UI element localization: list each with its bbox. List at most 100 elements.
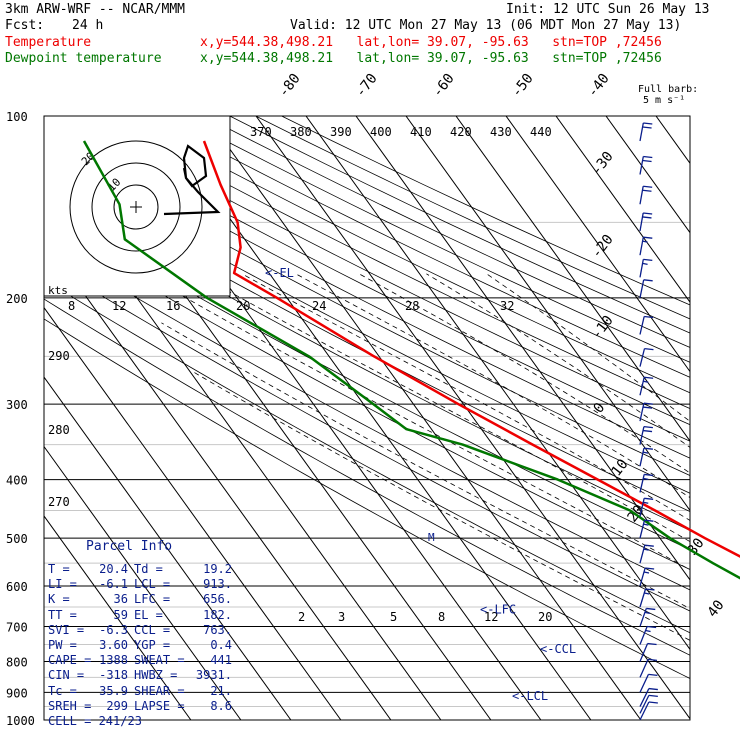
barb-flag: [642, 159, 652, 163]
barb-staff: [639, 498, 645, 517]
parcel-key: CAPE =: [48, 653, 92, 668]
barb-half-flag: [642, 451, 649, 454]
parcel-key: LI =: [48, 577, 77, 592]
barb-flag: [643, 425, 653, 429]
level-marker-label: <-EL: [265, 266, 294, 280]
barb-staff: [639, 701, 650, 721]
barb-staff: [639, 545, 646, 564]
theta-label: 290: [48, 349, 70, 363]
barb-flag: [646, 607, 656, 611]
dry-adiabat: [44, 242, 690, 591]
isotherm-line: [44, 237, 392, 720]
parcel-key: SHEAR =: [134, 683, 185, 698]
isotherm-label: -40: [585, 71, 613, 101]
barb-staff: [639, 122, 644, 142]
barb-half-flag: [643, 380, 649, 383]
barb-staff: [639, 279, 645, 298]
wind-barb: [639, 402, 653, 422]
barb-flag: [643, 402, 653, 405]
barb-flag: [642, 429, 653, 433]
moist-adiabat: [192, 371, 690, 641]
parcel-value: 656.: [203, 592, 232, 607]
parcel-row: TT = 59 EL = 182.: [48, 608, 232, 622]
wind-barb: [639, 673, 658, 693]
isotherm-label: 40: [705, 597, 728, 620]
moist-adiabat: [358, 273, 690, 474]
barb-flag: [644, 315, 654, 319]
barb-flag: [642, 189, 652, 192]
temperature-profile: [202, 140, 740, 558]
pressure-label: 400: [6, 474, 28, 488]
barb-flag: [644, 376, 654, 379]
parcel-value: 36: [113, 592, 128, 607]
pressure-label: 900: [6, 686, 28, 700]
wind-barbs: [639, 122, 658, 721]
parcel-row: SREH = 299 LAPSE = 8.6: [48, 699, 232, 713]
moist-adiabat: [197, 273, 690, 543]
dry-adiabat: [44, 260, 690, 612]
hodograph-trace: [163, 144, 221, 216]
model-title: 3km ARW-WRF -- NCAR/MMM: [5, 2, 186, 17]
dry-adiabat: [44, 158, 690, 494]
barb-staff: [639, 402, 645, 422]
init-time: Init: 12 UTC Sun 26 May 13: [506, 2, 710, 17]
mixing-ratio-label: 5: [390, 610, 397, 624]
wind-barb: [639, 347, 654, 367]
dry-adiabat: [203, 116, 690, 348]
isotherm-label: -50: [509, 71, 537, 101]
isotherm-label: -80: [276, 71, 304, 101]
wind-barb: [639, 258, 653, 278]
wind-barb: [639, 447, 653, 467]
dry-adiabat: [44, 127, 690, 459]
isotherm-line: [255, 116, 690, 720]
dry-adiabat: [44, 318, 690, 679]
hodograph-ring: [113, 184, 159, 230]
barb-staff: [639, 688, 650, 707]
barb-staff: [639, 674, 650, 693]
wind-barb: [639, 544, 654, 564]
parcel-value: -6.3: [99, 622, 128, 637]
parcel-key: Td =: [134, 562, 163, 576]
pressure-label: 600: [6, 580, 28, 594]
parcel-row: PW = 3.60 YGP = 0.4: [48, 638, 232, 652]
mixing-ratio-label: 20: [538, 610, 552, 624]
barb-flag: [645, 588, 655, 591]
parcel-key: CCL =: [134, 622, 171, 637]
barb-legend-line2: 5 m s⁻¹: [643, 95, 686, 106]
wind-barb: [639, 315, 654, 335]
parcel-row: T = 20.4 Td = 19.2: [48, 562, 232, 576]
hodograph-ring: [69, 140, 203, 274]
isotherm-line: [44, 376, 292, 720]
parcel-row: Tc = 35.9 SHEAR = 21.: [48, 684, 232, 698]
parcel-cell-row: CELL = 241/23: [48, 714, 142, 728]
theta-label: 440: [530, 125, 552, 139]
barb-flag: [648, 673, 658, 677]
wind-barb: [639, 497, 654, 517]
barb-flag: [644, 347, 654, 351]
barb-flag: [643, 155, 653, 159]
parcel-key: LCL =: [134, 577, 171, 592]
isotherm-line: [355, 116, 690, 581]
moist-adiabat: [426, 273, 690, 448]
level-marker-label: <-LCL: [512, 689, 548, 703]
skewt-profiles: <-EL <-LFC <-CCL <-LCL M: [82, 140, 740, 703]
parcel-key: LAPSE =: [134, 698, 185, 713]
barb-staff: [639, 448, 645, 467]
barb-flag: [643, 185, 653, 188]
hodograph-ring-label: 12: [112, 299, 126, 313]
parcel-key: T =: [48, 562, 70, 576]
isotherm-label: -60: [430, 71, 458, 101]
barb-half-flag: [645, 629, 651, 633]
parcel-value: 763.: [203, 622, 232, 637]
temperature-location: x,y=544.38,498.21 lat,lon= 39.07, -95.63…: [200, 35, 662, 50]
wind-barb: [639, 185, 653, 205]
barb-flag: [644, 473, 654, 477]
pressure-label: 200: [6, 292, 28, 306]
barb-flag: [643, 258, 653, 262]
wind-barb: [639, 279, 653, 298]
parcel-value: 19.2: [203, 562, 232, 576]
wind-barb: [639, 212, 653, 232]
pressure-label: 500: [6, 532, 28, 546]
wind-barb: [639, 122, 653, 142]
